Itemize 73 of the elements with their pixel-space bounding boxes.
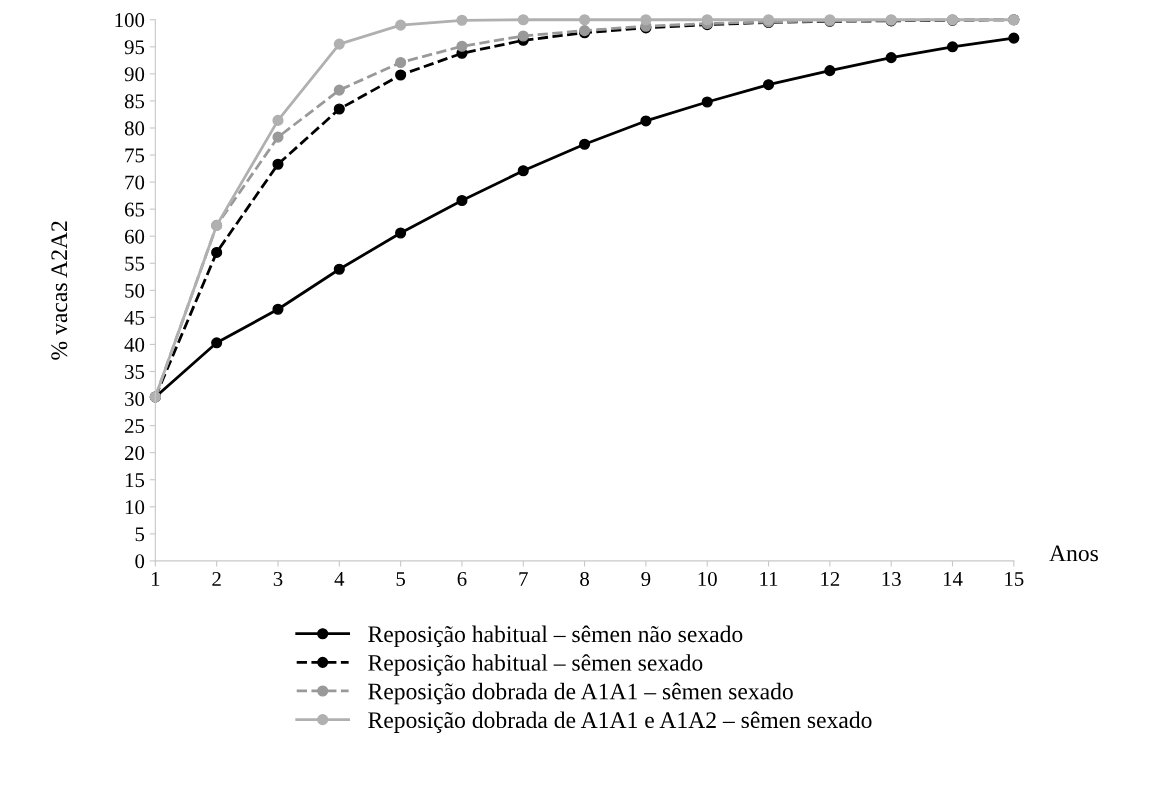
- point: [517, 14, 529, 26]
- point: [395, 227, 407, 239]
- point: [579, 14, 591, 26]
- point: [579, 138, 591, 150]
- point: [640, 115, 652, 127]
- y-tick-label: 20: [125, 446, 145, 461]
- point: [1008, 32, 1020, 44]
- x-tick-label: 6: [457, 571, 467, 586]
- y-tick-label: 55: [125, 256, 145, 271]
- legend-label: Reposição habitual – sêmen não sexado: [368, 625, 743, 647]
- y-tick-label: 50: [125, 283, 145, 298]
- y-tick-label: 10: [125, 500, 145, 515]
- point: [517, 165, 529, 177]
- y-tick-label: 30: [125, 391, 145, 406]
- x-tick-label: 5: [396, 572, 406, 586]
- y-tick-label: 75: [125, 148, 145, 163]
- point: [762, 79, 775, 91]
- y-tick-label: 25: [125, 419, 145, 434]
- point: [272, 114, 284, 126]
- x-tick-label: 12: [821, 571, 840, 586]
- legend-label: Reposição dobrada de A1A1 – sêmen sexado: [368, 682, 793, 705]
- point: [272, 158, 284, 170]
- x-tick-label: 3: [273, 571, 283, 586]
- point: [456, 40, 468, 52]
- point: [640, 14, 652, 26]
- x-tick-label: 1: [151, 572, 160, 586]
- point: [456, 14, 468, 26]
- y-axis-title: % vacas A2A2: [51, 221, 68, 360]
- x-tick-label: 4: [334, 572, 345, 586]
- x-tick-label: 9: [641, 571, 651, 586]
- point: [701, 14, 713, 26]
- point: [824, 65, 836, 77]
- y-tick-label: 90: [124, 67, 145, 82]
- point: [333, 84, 345, 96]
- y-tick-label: 5: [135, 527, 145, 542]
- point: [395, 56, 407, 69]
- point: [333, 38, 345, 50]
- x-tick-label: 11: [760, 572, 778, 586]
- point: [395, 19, 407, 31]
- point: [211, 337, 223, 349]
- y-tick-label: 80: [124, 121, 145, 136]
- y-tick-label: 95: [124, 40, 145, 55]
- y-tick-label: 85: [124, 94, 145, 109]
- x-tick-label: 13: [882, 571, 901, 586]
- point: [456, 194, 468, 207]
- y-tick-label: 40: [124, 337, 145, 352]
- x-tick-label: 10: [698, 571, 717, 586]
- y-tick-label: 0: [135, 554, 145, 569]
- point: [272, 131, 284, 143]
- x-tick-label: 2: [212, 571, 221, 586]
- x-tick-label: 14: [943, 572, 963, 586]
- point: [701, 96, 713, 108]
- x-axis-title: Anos: [1049, 545, 1098, 562]
- point: [272, 303, 284, 315]
- x-tick-label: 8: [580, 571, 589, 586]
- y-tick-label: 15: [125, 473, 145, 488]
- point: [333, 263, 345, 275]
- x-tick-label: 15: [1005, 572, 1024, 586]
- y-tick-label: 70: [125, 175, 145, 190]
- y-tick-label: 45: [124, 310, 145, 325]
- point: [885, 52, 897, 64]
- x-tick-label: 7: [519, 572, 528, 586]
- point: [946, 41, 959, 53]
- point: [333, 103, 345, 115]
- y-tick-label: 60: [124, 229, 145, 244]
- y-tick-label: 65: [124, 202, 145, 217]
- point: [517, 30, 529, 42]
- point: [211, 246, 223, 259]
- legend-label: Reposição habitual – sêmen sexado: [368, 654, 703, 676]
- point: [395, 69, 407, 81]
- legend-label: Reposição dobrada de A1A1 e A1A2 – sêmen sexado: [368, 711, 872, 733]
- y-tick-label: 100: [115, 13, 145, 28]
- y-tick-label: 35: [125, 364, 145, 379]
